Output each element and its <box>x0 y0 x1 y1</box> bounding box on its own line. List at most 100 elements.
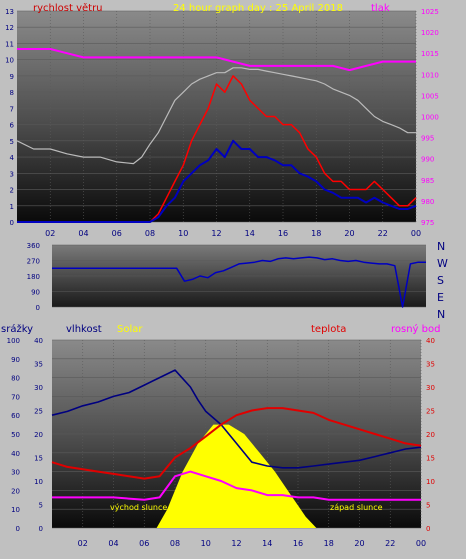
bottom-x-tick: 22 <box>385 539 395 548</box>
top-right-label: tlak <box>371 3 390 14</box>
top-y-right-tick: 1010 <box>421 71 439 79</box>
bottom-x-tick: 20 <box>354 539 364 548</box>
bottom-y-hum-tick: 35 <box>34 361 43 369</box>
label-solar: Solar <box>117 324 143 335</box>
top-x-tick: 20 <box>344 229 354 238</box>
bottom-y-rain-tick: 70 <box>11 393 20 401</box>
top-x-tick: 18 <box>311 229 321 238</box>
bottom-series-humidity-line <box>51 369 422 469</box>
compass-e: E <box>437 291 444 304</box>
bottom-y-rain-tick: 60 <box>11 412 20 420</box>
annotation-sunrise: východ slunce <box>110 503 167 512</box>
top-x-tick: 16 <box>278 229 288 238</box>
top-y-right-tick: 980 <box>421 198 434 206</box>
bottom-series-solar-area <box>156 424 317 528</box>
bottom-y-right-tick: 0 <box>426 525 430 533</box>
bottom-x-tick: 14 <box>262 539 272 548</box>
top-x-tick: 12 <box>211 229 221 238</box>
bottom-y-rain-tick: 40 <box>11 450 20 458</box>
bottom-y-hum-tick: 0 <box>39 525 43 533</box>
top-y-left-tick: 1 <box>10 203 14 211</box>
bottom-y-right-tick: 35 <box>426 361 435 369</box>
top-series-wind-line <box>17 75 417 223</box>
bottom-y-hum-tick: 15 <box>34 455 43 463</box>
top-x-tick: 06 <box>112 229 122 238</box>
top-y-left-tick: 5 <box>10 138 14 146</box>
top-y-left-tick: 8 <box>10 89 14 97</box>
bottom-y-right-tick: 40 <box>426 337 435 345</box>
bottom-y-rain-tick: 50 <box>11 431 20 439</box>
top-y-right-tick: 1000 <box>421 114 439 122</box>
bottom-series-dew-line <box>52 470 421 501</box>
bottom-y-right-tick: 30 <box>426 384 435 392</box>
mid-y-tick: 90 <box>31 289 40 297</box>
top-x-tick: 02 <box>45 229 55 238</box>
bottom-x-tick: 12 <box>231 539 241 548</box>
top-left-label: rychlost větru <box>33 2 103 14</box>
top-x-tick: 14 <box>245 229 255 238</box>
top-y-left-tick: 4 <box>10 154 15 162</box>
top-y-right-tick: 1015 <box>421 50 439 58</box>
bottom-y-hum-tick: 5 <box>39 502 43 510</box>
top-series-pressure-line <box>17 48 416 72</box>
label-dew: rosný bod <box>391 323 440 335</box>
top-y-right-tick: 1005 <box>421 92 439 100</box>
compass-n-top: N <box>437 240 445 253</box>
mid-y-tick: 180 <box>27 273 40 281</box>
top-x-tick: 00 <box>411 229 421 238</box>
bottom-y-rain-tick: 30 <box>11 469 20 477</box>
bottom-y-rain-tick: 90 <box>11 356 20 364</box>
chart-title: 24 hour graph day : 25 April 2018 <box>173 3 343 14</box>
bottom-x-tick: 04 <box>108 539 118 548</box>
compass-n-bottom: N <box>437 308 445 321</box>
bottom-y-hum-tick: 40 <box>34 337 43 345</box>
bottom-y-rain-tick: 0 <box>16 525 20 533</box>
top-y-left-tick: 3 <box>10 170 14 178</box>
label-temp: teplota <box>311 324 346 335</box>
top-x-tick: 22 <box>378 229 388 238</box>
bottom-y-rain-tick: 80 <box>11 375 20 383</box>
mid-y-tick: 0 <box>36 304 40 312</box>
bottom-y-hum-tick: 20 <box>34 431 43 439</box>
mid-y-tick: 270 <box>27 258 40 266</box>
mid-y-tick: 360 <box>27 242 40 250</box>
label-rain: srážky <box>1 323 33 335</box>
top-y-right-tick: 975 <box>421 219 434 227</box>
bottom-y-hum-tick: 30 <box>34 384 43 392</box>
bottom-x-tick: 08 <box>170 539 180 548</box>
bottom-x-tick: 06 <box>139 539 149 548</box>
bottom-y-rain-tick: 10 <box>11 506 20 514</box>
bottom-x-tick: 02 <box>78 539 88 548</box>
compass-w: W <box>437 257 448 270</box>
mid-series-direction-line <box>52 256 426 308</box>
compass-s: S <box>437 274 444 287</box>
top-y-left-tick: 7 <box>10 105 14 113</box>
top-y-left-tick: 13 <box>5 8 14 16</box>
top-y-right-tick: 1025 <box>421 8 439 16</box>
bottom-x-tick: 10 <box>201 539 211 548</box>
annotation-sunset: západ slunce <box>330 503 383 512</box>
top-y-right-tick: 985 <box>421 177 434 185</box>
top-y-right-tick: 1020 <box>421 29 439 37</box>
top-y-left-tick: 10 <box>5 57 14 65</box>
bottom-series-temp-line <box>51 407 422 480</box>
top-series-blue-line <box>17 139 417 223</box>
bottom-x-tick: 16 <box>293 539 303 548</box>
top-y-left-tick: 2 <box>10 187 14 195</box>
top-y-left-tick: 9 <box>10 73 14 81</box>
bottom-y-hum-tick: 10 <box>34 478 43 486</box>
bottom-x-tick: 18 <box>324 539 334 548</box>
bottom-y-rain-tick: 20 <box>11 487 20 495</box>
bottom-y-right-tick: 25 <box>426 408 435 416</box>
bottom-y-right-tick: 5 <box>426 502 430 510</box>
label-humidity: vlhkost <box>66 324 102 335</box>
bottom-y-hum-tick: 25 <box>34 408 43 416</box>
top-y-left-tick: 0 <box>10 219 14 227</box>
top-x-tick: 08 <box>145 229 155 238</box>
top-y-left-tick: 11 <box>5 40 14 48</box>
top-y-left-tick: 6 <box>10 122 15 130</box>
top-series-grey-line <box>16 67 416 165</box>
bottom-y-rain-tick: 100 <box>7 337 20 345</box>
